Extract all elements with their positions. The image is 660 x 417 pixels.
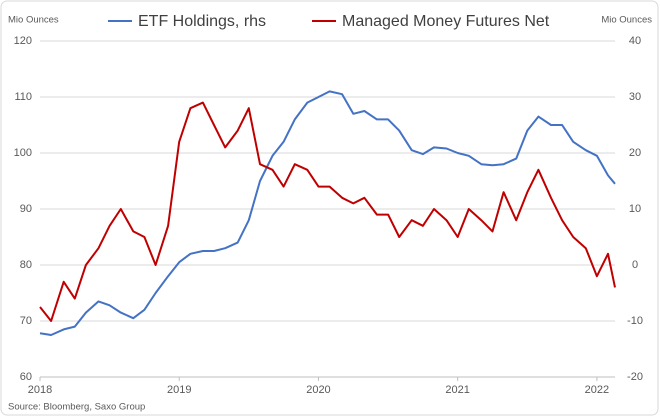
y2-tick-label: 10 <box>629 203 641 215</box>
y2-tick-label: 20 <box>629 147 641 159</box>
legend-label: Managed Money Futures Net <box>342 13 550 30</box>
x-tick-label: 2019 <box>167 384 191 396</box>
x-tick-label: 2022 <box>585 384 609 396</box>
y2-tick-label: 0 <box>632 259 638 271</box>
y-tick-label: 80 <box>20 259 32 271</box>
y2-tick-label: 30 <box>629 91 641 103</box>
x-tick-label: 2018 <box>28 384 52 396</box>
y2-axis-title: Mio Ounces <box>601 15 652 26</box>
y-tick-label: 90 <box>20 203 32 215</box>
y-tick-label: 120 <box>14 35 32 47</box>
y-tick-label: 70 <box>20 315 32 327</box>
series-line <box>39 101 616 322</box>
x-tick-label: 2020 <box>306 384 330 396</box>
y2-tick-label: 40 <box>629 35 641 47</box>
y-tick-label: 110 <box>14 91 32 103</box>
legend-label: ETF Holdings, rhs <box>138 13 266 30</box>
source-note: Source: Bloomberg, Saxo Group <box>8 402 145 413</box>
y-tick-label: 100 <box>14 147 32 159</box>
y-tick-label: 60 <box>20 371 32 383</box>
y2-tick-label: -20 <box>627 371 643 383</box>
y2-tick-label: -10 <box>627 315 643 327</box>
x-tick-label: 2021 <box>445 384 469 396</box>
y-axis-title: Mio Ounces <box>8 15 59 26</box>
series-line <box>39 90 616 336</box>
